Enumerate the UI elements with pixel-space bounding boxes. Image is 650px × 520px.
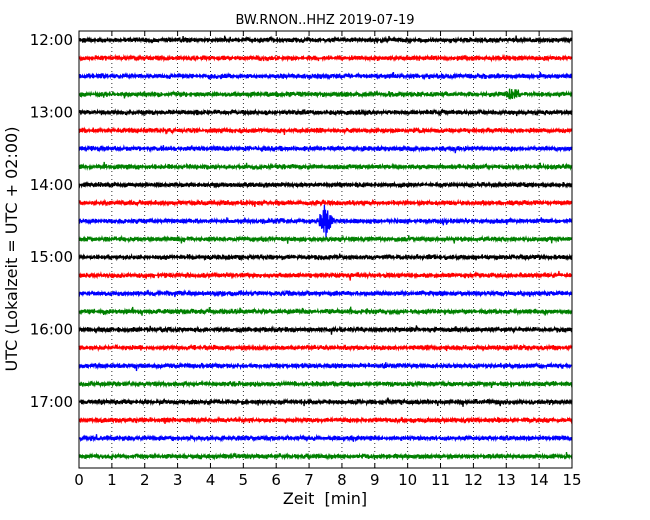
trace-1500 bbox=[78, 253, 573, 262]
y-axis-label: UTC (Lokalzeit = UTC + 02:00) bbox=[2, 127, 21, 372]
trace-1230 bbox=[78, 71, 573, 81]
x-tick-label: 5 bbox=[239, 471, 249, 489]
trace-1430 bbox=[78, 204, 573, 238]
trace-1645 bbox=[78, 379, 573, 389]
x-tick-label: 4 bbox=[206, 471, 216, 489]
trace-1245 bbox=[78, 88, 573, 100]
x-tick-label: 14 bbox=[530, 471, 549, 489]
x-tick-label: 7 bbox=[304, 471, 314, 489]
trace-1730 bbox=[78, 433, 573, 443]
trace-1715 bbox=[78, 415, 573, 425]
trace-1400 bbox=[78, 180, 573, 190]
x-tick-label: 2 bbox=[140, 471, 150, 489]
y-tick-label: 15:00 bbox=[30, 248, 73, 266]
y-tick-label: 16:00 bbox=[30, 321, 73, 339]
trace-1745 bbox=[78, 452, 573, 461]
trace-1700 bbox=[78, 397, 573, 407]
x-tick-label: 1 bbox=[107, 471, 117, 489]
y-tick-label: 13:00 bbox=[30, 103, 73, 121]
x-axis-label: Zeit [min] bbox=[283, 489, 367, 508]
trace-1345 bbox=[78, 161, 573, 172]
seismic-traces bbox=[78, 35, 573, 461]
trace-1600 bbox=[78, 325, 573, 335]
trace-1545 bbox=[78, 306, 573, 316]
trace-1530 bbox=[78, 289, 573, 298]
x-tick-label: 6 bbox=[271, 471, 281, 489]
x-tick-label: 8 bbox=[337, 471, 347, 489]
x-tick-label: 13 bbox=[497, 471, 516, 489]
x-tick-label: 10 bbox=[398, 471, 417, 489]
y-tick-label: 14:00 bbox=[30, 176, 73, 194]
trace-1200 bbox=[78, 35, 573, 45]
x-tick-label: 0 bbox=[74, 471, 84, 489]
x-tick-label: 11 bbox=[431, 471, 450, 489]
trace-1630 bbox=[78, 361, 573, 372]
x-tick-label: 9 bbox=[370, 471, 380, 489]
x-tick-label: 3 bbox=[173, 471, 183, 489]
plot-frame bbox=[78, 30, 573, 469]
trace-1415 bbox=[78, 198, 573, 207]
trace-1445 bbox=[78, 234, 573, 244]
x-axis-ticks: 0 1 2 3 4 5 6 7 8 9 10 11 12 13 14 15 bbox=[74, 31, 582, 489]
y-tick-label: 12:00 bbox=[30, 31, 73, 49]
y-axis-ticks: 12:00 13:00 14:00 15:00 16:00 17:00 bbox=[30, 31, 572, 411]
trace-1215 bbox=[78, 53, 573, 63]
y-tick-label: 17:00 bbox=[30, 393, 73, 411]
trace-1315 bbox=[78, 126, 573, 136]
chart-title: BW.RNON..HHZ 2019-07-19 bbox=[235, 13, 414, 28]
trace-1300 bbox=[78, 108, 573, 117]
trace-1330 bbox=[78, 144, 573, 154]
trace-1615 bbox=[78, 343, 573, 352]
x-tick-label: 12 bbox=[464, 471, 483, 489]
vertical-grid bbox=[111, 31, 540, 468]
trace-1515 bbox=[78, 270, 573, 281]
x-tick-label: 15 bbox=[562, 471, 581, 489]
